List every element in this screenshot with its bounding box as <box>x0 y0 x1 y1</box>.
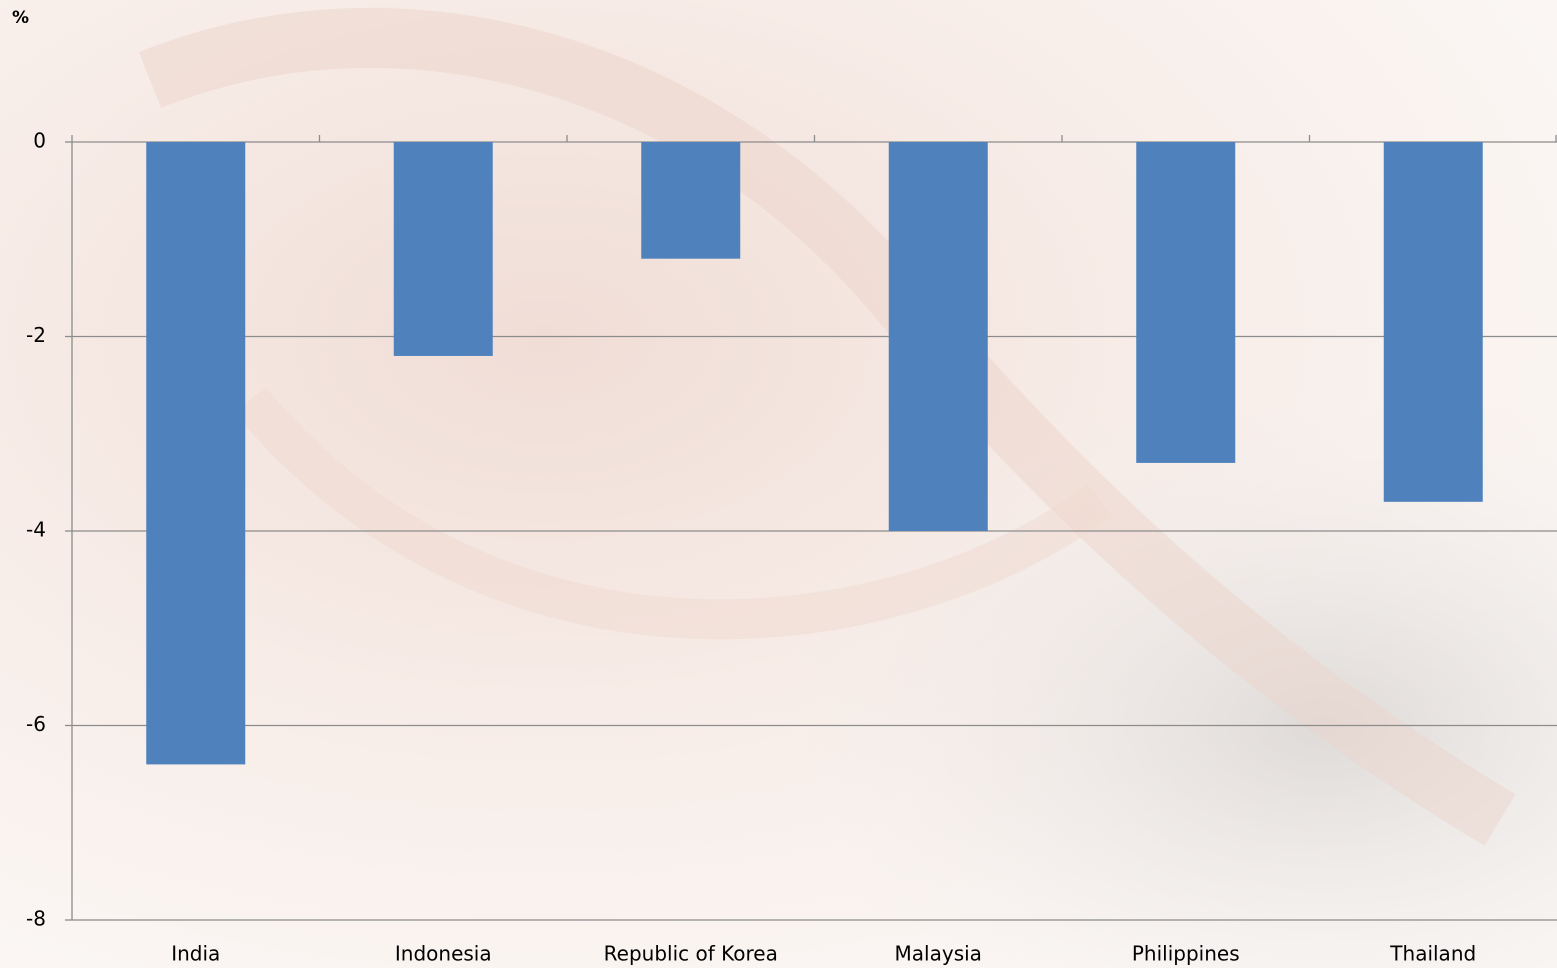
x-tick-label: Philippines <box>1132 942 1240 966</box>
x-tick-label: Republic of Korea <box>604 942 778 966</box>
x-tick-label: Indonesia <box>395 942 492 966</box>
bar <box>146 142 246 765</box>
y-tick-label: -4 <box>26 518 46 542</box>
bar <box>1136 142 1236 463</box>
y-tick-label: -6 <box>26 712 46 736</box>
y-tick-label: 0 <box>33 129 46 153</box>
bar <box>641 142 741 259</box>
bar <box>1383 142 1483 502</box>
y-tick-label: -2 <box>26 323 46 347</box>
y-axis-label: % <box>12 8 29 28</box>
x-tick-label: Malaysia <box>895 942 982 966</box>
decoration <box>234 387 1112 640</box>
x-tick-label: India <box>171 942 220 966</box>
y-tick-label: -8 <box>26 907 46 931</box>
x-tick-label: Thailand <box>1389 942 1476 966</box>
bar <box>888 142 988 531</box>
bar <box>393 142 493 356</box>
